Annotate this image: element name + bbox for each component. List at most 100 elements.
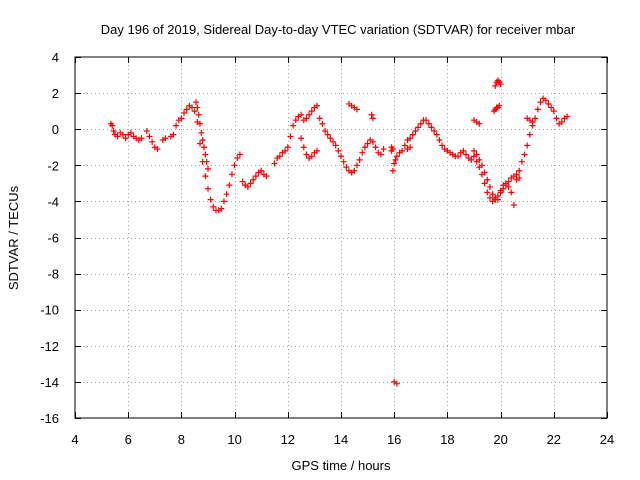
data-point <box>393 380 400 387</box>
data-point <box>306 111 313 118</box>
data-point <box>380 146 387 153</box>
data-point <box>181 109 188 116</box>
data-point <box>353 106 360 113</box>
data-point <box>239 178 246 185</box>
data-point <box>207 196 214 203</box>
data-point <box>340 158 347 165</box>
x-tick-label: 6 <box>125 432 132 447</box>
x-tick-label: 24 <box>600 432 614 447</box>
data-point <box>492 82 499 89</box>
data-point <box>401 142 408 149</box>
data-point <box>510 202 517 209</box>
data-point <box>210 203 217 210</box>
data-point <box>303 151 310 158</box>
data-point <box>564 113 571 120</box>
data-point <box>428 124 435 131</box>
data-point <box>377 151 384 158</box>
data-point <box>545 100 552 107</box>
y-tick-label: 4 <box>52 50 59 65</box>
data-point <box>389 167 396 174</box>
data-point <box>343 164 350 171</box>
data-point <box>236 151 243 158</box>
data-point <box>407 135 414 142</box>
data-point <box>409 131 416 138</box>
data-point <box>500 185 507 192</box>
y-tick-label: -8 <box>47 267 59 282</box>
data-point <box>532 115 539 122</box>
data-point <box>143 128 150 135</box>
y-axis-label: SDTVAR / TECUs <box>6 185 21 290</box>
y-tick-label: -12 <box>40 339 59 354</box>
data-point <box>119 131 126 138</box>
data-point <box>197 140 204 147</box>
data-point <box>226 182 233 189</box>
data-point <box>138 135 145 142</box>
data-point <box>372 144 379 151</box>
data-point <box>220 198 227 205</box>
data-point <box>364 140 371 147</box>
data-point <box>534 106 541 113</box>
y-tick-label: 2 <box>52 86 59 101</box>
data-point <box>412 128 419 135</box>
data-point <box>335 147 342 154</box>
data-point <box>178 115 185 122</box>
data-point <box>205 165 211 172</box>
data-point <box>122 135 129 142</box>
data-point <box>173 122 180 129</box>
data-point <box>425 120 432 127</box>
data-point <box>558 118 565 125</box>
data-point <box>505 183 512 190</box>
data-point <box>537 99 544 106</box>
data-point <box>553 115 560 122</box>
data-point <box>183 106 190 113</box>
data-point <box>322 128 329 135</box>
data-point <box>496 102 503 109</box>
data-point <box>389 146 396 153</box>
data-point <box>149 138 156 145</box>
data-point <box>314 102 321 109</box>
data-point <box>284 144 291 151</box>
data-point <box>431 128 438 135</box>
data-point <box>526 131 533 138</box>
data-point <box>486 194 493 201</box>
data-point <box>197 120 204 127</box>
data-point <box>356 156 363 163</box>
data-point <box>250 176 257 183</box>
data-point <box>505 178 512 185</box>
data-point <box>194 104 201 111</box>
data-point <box>481 169 488 176</box>
data-point <box>223 191 230 198</box>
data-point <box>368 111 375 118</box>
data-point <box>521 151 528 158</box>
x-tick-label: 20 <box>493 432 507 447</box>
data-point <box>478 162 485 169</box>
data-point <box>198 129 205 136</box>
data-point <box>468 156 475 163</box>
data-point <box>497 189 504 196</box>
y-tick-label: -16 <box>40 411 59 426</box>
data-point <box>162 135 169 142</box>
data-point <box>191 108 198 115</box>
data-point <box>300 144 307 151</box>
x-tick-label: 14 <box>334 432 348 447</box>
data-point <box>203 158 210 165</box>
grid <box>75 57 607 418</box>
data-point <box>417 120 424 127</box>
y-tick-label: 0 <box>52 122 59 137</box>
data-point <box>195 111 202 118</box>
y-tick-labels: 4 2 0 -2 -4 -6 -8 -10 -12 -14 -16 <box>40 50 59 426</box>
data-point <box>324 131 331 138</box>
chart-title: Day 196 of 2019, Sidereal Day-to-day VTE… <box>101 22 576 37</box>
data-point <box>244 183 251 190</box>
data-point <box>247 180 254 187</box>
data-point <box>513 171 520 178</box>
data-point <box>476 120 483 127</box>
data-point <box>314 147 321 154</box>
data-point <box>399 147 406 154</box>
x-tick-label: 12 <box>281 432 295 447</box>
data-point <box>258 167 265 174</box>
data-point <box>393 153 400 160</box>
plot-frame <box>74 56 608 419</box>
data-point <box>228 171 235 178</box>
